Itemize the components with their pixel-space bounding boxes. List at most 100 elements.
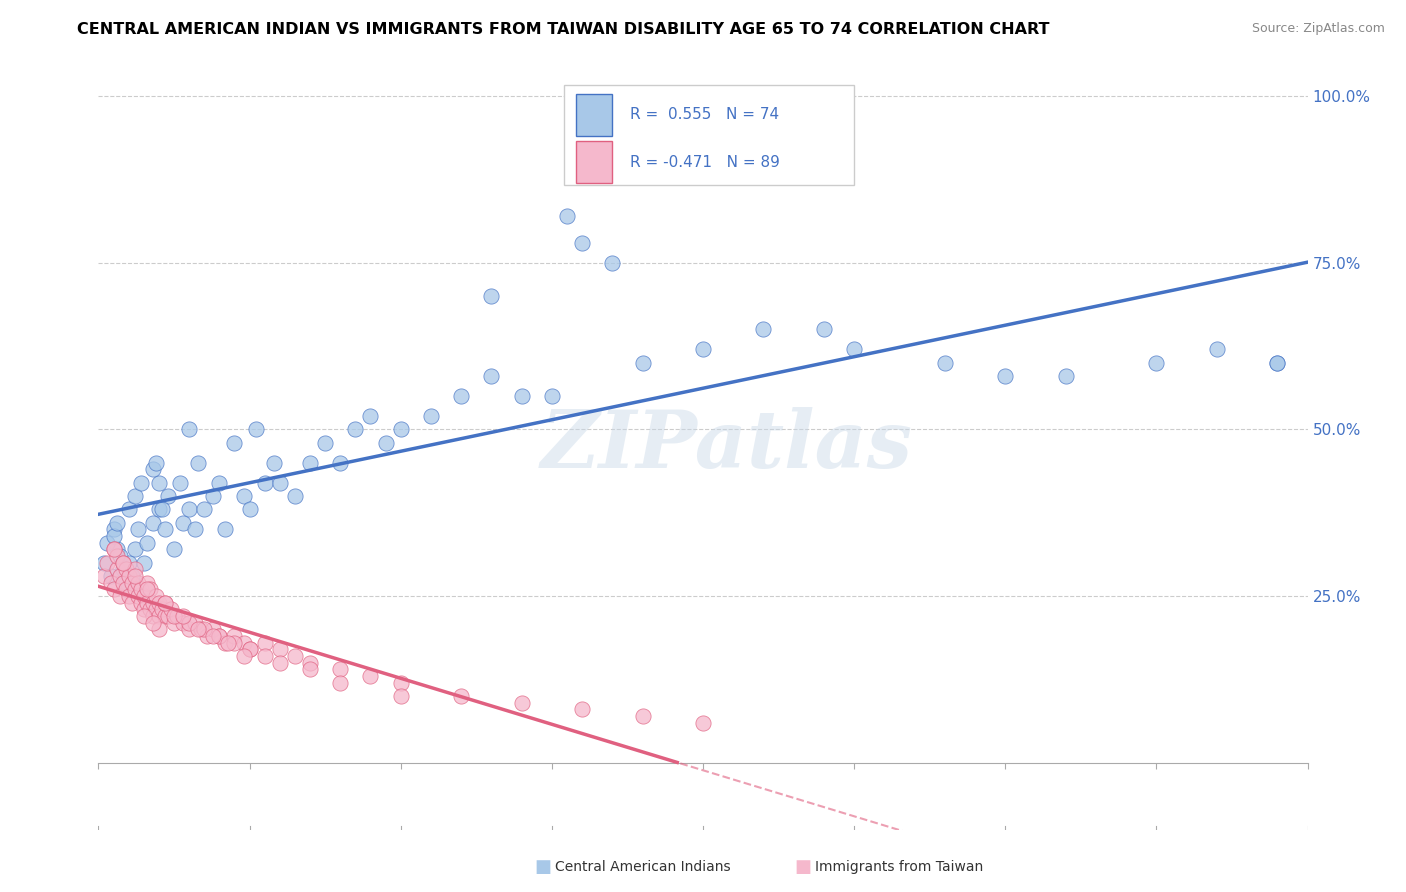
Point <box>111 562 134 576</box>
Point <box>163 542 186 557</box>
Text: Immigrants from Taiwan: Immigrants from Taiwan <box>815 860 984 874</box>
FancyBboxPatch shape <box>576 94 613 136</box>
Point <box>813 322 835 336</box>
Point <box>1267 356 1289 370</box>
Point <box>844 343 866 357</box>
Point <box>510 389 533 403</box>
Point <box>127 575 149 590</box>
Point <box>127 522 149 536</box>
Point <box>103 522 125 536</box>
Point <box>103 529 125 543</box>
Point <box>187 456 209 470</box>
Point <box>284 489 307 503</box>
Point <box>245 422 267 436</box>
Point <box>124 542 146 557</box>
Point <box>142 615 165 630</box>
Point <box>269 642 291 657</box>
Point <box>169 475 191 490</box>
Point <box>1144 356 1167 370</box>
Point <box>127 589 149 603</box>
Point <box>540 389 562 403</box>
Point <box>631 356 654 370</box>
Point <box>202 629 225 643</box>
Point <box>105 549 128 563</box>
Point <box>389 675 412 690</box>
Point <box>111 556 134 570</box>
Text: ■: ■ <box>794 858 811 876</box>
Point <box>103 582 125 597</box>
Point <box>124 582 146 597</box>
Point <box>994 368 1017 383</box>
Point <box>150 602 173 616</box>
Point <box>214 636 236 650</box>
Point <box>284 649 307 664</box>
Point <box>142 462 165 476</box>
Point <box>692 715 714 730</box>
Point <box>129 582 152 597</box>
Point <box>299 656 322 670</box>
Text: CENTRAL AMERICAN INDIAN VS IMMIGRANTS FROM TAIWAN DISABILITY AGE 65 TO 74 CORREL: CENTRAL AMERICAN INDIAN VS IMMIGRANTS FR… <box>77 22 1050 37</box>
Point <box>450 389 472 403</box>
FancyBboxPatch shape <box>564 86 855 186</box>
Point <box>103 542 125 557</box>
Point <box>121 569 143 583</box>
Point <box>263 456 285 470</box>
Point <box>232 489 254 503</box>
Point <box>239 642 262 657</box>
Point <box>510 696 533 710</box>
Point <box>121 575 143 590</box>
Point <box>329 456 352 470</box>
Point <box>555 209 578 223</box>
Point <box>934 356 956 370</box>
Point <box>96 535 118 549</box>
Point <box>450 689 472 703</box>
Point <box>145 602 167 616</box>
Point <box>253 636 276 650</box>
Point <box>118 589 141 603</box>
Point <box>105 562 128 576</box>
Point <box>129 475 152 490</box>
Point <box>232 649 254 664</box>
Point <box>208 629 231 643</box>
Point <box>571 235 593 250</box>
Point <box>156 609 179 624</box>
Point <box>172 609 194 624</box>
Text: R = -0.471   N = 89: R = -0.471 N = 89 <box>630 154 780 169</box>
Point <box>132 556 155 570</box>
Point <box>118 556 141 570</box>
Point <box>142 596 165 610</box>
Point <box>481 368 503 383</box>
Point <box>96 556 118 570</box>
Point <box>360 409 382 423</box>
Point <box>193 502 215 516</box>
Point <box>179 615 201 630</box>
Point <box>193 623 215 637</box>
Point <box>166 609 188 624</box>
Point <box>224 629 246 643</box>
Point <box>1206 343 1229 357</box>
Point <box>153 596 176 610</box>
Point <box>172 516 194 530</box>
Point <box>329 663 352 677</box>
Point <box>148 623 170 637</box>
Text: Central American Indians: Central American Indians <box>555 860 731 874</box>
Point <box>481 289 503 303</box>
Point <box>692 343 714 357</box>
Point <box>344 422 367 436</box>
Point <box>100 575 122 590</box>
Point <box>105 516 128 530</box>
Point <box>148 596 170 610</box>
Point <box>179 623 201 637</box>
Point <box>118 569 141 583</box>
Point <box>132 589 155 603</box>
Point <box>329 675 352 690</box>
Point <box>153 596 176 610</box>
Point <box>571 702 593 716</box>
Point <box>752 322 775 336</box>
Point <box>314 435 336 450</box>
Point <box>224 435 246 450</box>
Point <box>142 516 165 530</box>
Point <box>132 602 155 616</box>
Point <box>148 609 170 624</box>
Point <box>108 589 131 603</box>
